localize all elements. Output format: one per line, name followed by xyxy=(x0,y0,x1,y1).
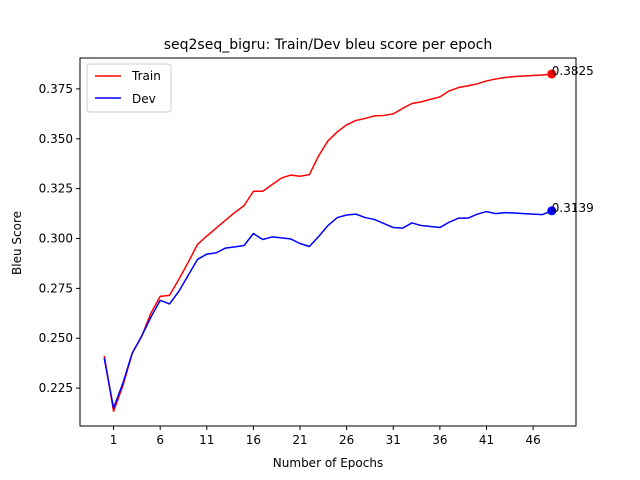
x-tick-label: 21 xyxy=(292,433,307,447)
y-tick-label: 0.350 xyxy=(39,132,73,146)
x-tick-label: 6 xyxy=(156,433,164,447)
x-tick-label: 36 xyxy=(432,433,447,447)
end-marker-train xyxy=(547,69,557,79)
legend: Train Dev xyxy=(86,63,172,113)
plot-frame xyxy=(79,57,577,427)
legend-label-train: Train xyxy=(131,69,161,83)
y-tick-label: 0.325 xyxy=(39,182,73,196)
y-tick-label: 0.275 xyxy=(39,281,73,295)
x-tick-label: 31 xyxy=(386,433,401,447)
legend-label-dev: Dev xyxy=(132,92,156,106)
y-axis: 0.225 0.250 0.275 0.300 0.325 0.350 0.375 xyxy=(39,82,80,395)
end-labels: 0.3825 0.3139 xyxy=(552,64,594,215)
series-line-train xyxy=(103,73,552,412)
y-tick-label: 0.375 xyxy=(39,82,73,96)
x-tick-label: 41 xyxy=(479,433,494,447)
end-value-label-dev: 0.3139 xyxy=(552,201,594,215)
x-axis-label: Number of Epochs xyxy=(273,456,383,470)
x-tick-label: 26 xyxy=(339,433,354,447)
x-tick-label: 11 xyxy=(199,433,214,447)
chart-title: seq2seq_bigru: Train/Dev bleu score per … xyxy=(164,37,493,53)
y-tick-label: 0.225 xyxy=(39,381,73,395)
end-marker-dev xyxy=(547,206,557,216)
x-tick-label: 46 xyxy=(525,433,540,447)
y-tick-label: 0.300 xyxy=(39,232,73,246)
x-tick-label: 1 xyxy=(110,433,118,447)
x-axis: 1 6 11 16 21 26 31 36 41 46 xyxy=(110,426,541,447)
plot-lines xyxy=(103,73,553,412)
plot-markers xyxy=(547,69,557,216)
series-line-dev xyxy=(103,210,553,409)
y-axis-label: Bleu Score xyxy=(10,211,24,275)
x-tick-label: 16 xyxy=(246,433,261,447)
y-tick-label: 0.250 xyxy=(39,331,73,345)
end-value-label-train: 0.3825 xyxy=(552,64,594,78)
